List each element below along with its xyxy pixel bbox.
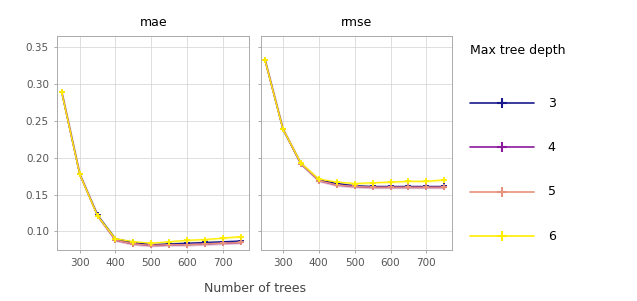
Text: mae: mae: [140, 16, 167, 29]
Text: Number of trees: Number of trees: [204, 282, 306, 295]
Text: rmse: rmse: [341, 16, 372, 29]
Text: 6: 6: [548, 230, 555, 243]
Text: Max tree depth: Max tree depth: [470, 44, 566, 57]
Text: 5: 5: [548, 185, 556, 198]
Text: 3: 3: [548, 97, 555, 110]
Text: 4: 4: [548, 141, 555, 154]
